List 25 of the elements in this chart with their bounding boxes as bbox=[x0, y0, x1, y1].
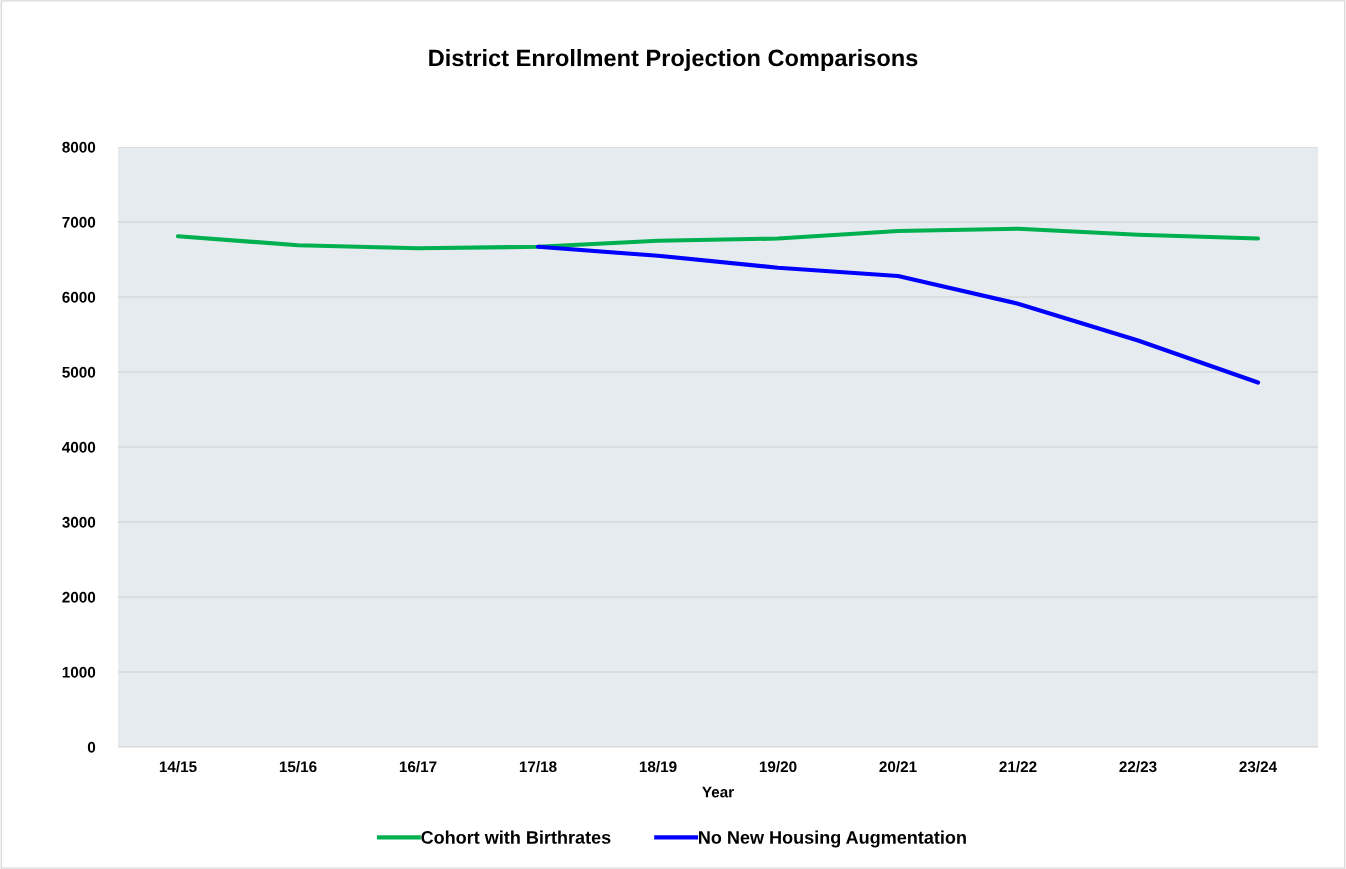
y-tick-label: 5000 bbox=[62, 366, 96, 378]
x-tick-label: 20/21 bbox=[879, 760, 917, 773]
x-tick-label: 15/16 bbox=[279, 760, 317, 773]
x-axis-title: Year bbox=[702, 786, 734, 798]
y-tick-label: 6000 bbox=[62, 291, 96, 303]
line-series bbox=[535, 244, 1261, 385]
y-tick-label: 4000 bbox=[62, 441, 96, 453]
line-series bbox=[175, 226, 1261, 251]
y-tick-label: 1000 bbox=[62, 666, 96, 678]
x-tick-label: 23/24 bbox=[1239, 760, 1278, 773]
legend-label: No New Housing Augmentation bbox=[699, 830, 966, 848]
x-tick-label: 14/15 bbox=[159, 760, 197, 773]
y-tick-label: 7000 bbox=[62, 216, 96, 228]
x-tick-label: 19/20 bbox=[759, 760, 797, 773]
legend-label: Cohort with Birthrates bbox=[421, 830, 611, 844]
x-tick-label: 21/22 bbox=[999, 760, 1037, 773]
x-tick-label: 18/19 bbox=[639, 760, 677, 773]
x-tick-label: 17/18 bbox=[519, 760, 557, 773]
x-tick-label: 22/23 bbox=[1119, 760, 1157, 773]
y-tick-label: 0 bbox=[87, 741, 96, 753]
y-tick-label: 2000 bbox=[62, 591, 96, 603]
x-tick-label: 16/17 bbox=[399, 760, 437, 773]
y-tick-label: 3000 bbox=[62, 516, 96, 528]
y-tick-label: 8000 bbox=[62, 141, 96, 153]
chart-title: District Enrollment Projection Comparisons bbox=[429, 49, 918, 71]
